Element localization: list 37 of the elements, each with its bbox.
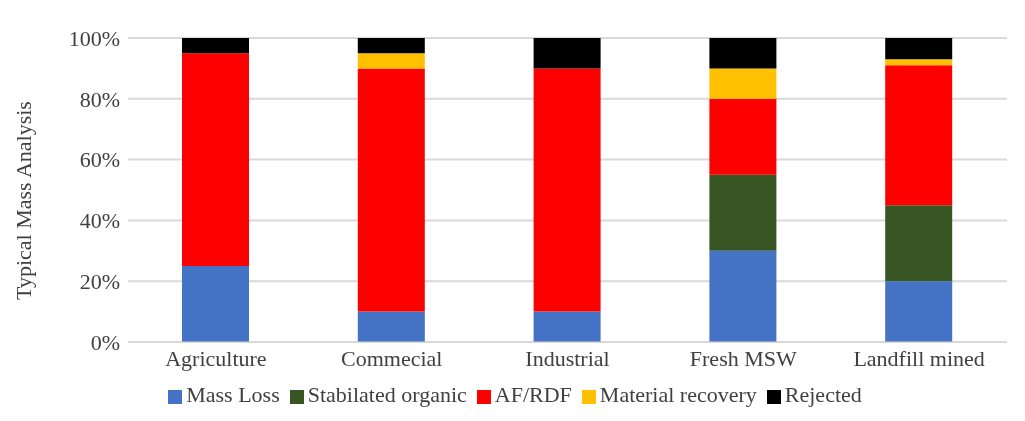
- legend-label: Material recovery: [599, 382, 757, 407]
- bar: [885, 205, 953, 282]
- bar: [182, 53, 249, 266]
- bar: [357, 311, 425, 342]
- bar: [709, 38, 777, 69]
- y-tick-label: 60%: [79, 147, 120, 173]
- y-axis-title: Typical Mass Analysis: [10, 101, 36, 300]
- bar: [885, 281, 953, 342]
- legend-label: Rejected: [784, 382, 862, 407]
- x-tick-label: Industrial: [525, 345, 610, 371]
- legend-label: Stabilated organic: [307, 382, 467, 407]
- bar: [533, 38, 601, 69]
- bar: [885, 38, 953, 60]
- bar: [357, 68, 425, 312]
- legend-label: AF/RDF: [494, 382, 572, 407]
- bar: [709, 68, 777, 99]
- x-tick-label: Agriculture: [165, 345, 267, 371]
- bar: [357, 38, 425, 54]
- y-tick-label: 20%: [79, 269, 120, 295]
- y-tick-label: 80%: [79, 86, 120, 112]
- bar: [885, 65, 953, 206]
- bar: [885, 59, 953, 66]
- x-tick-label: Landfill mined: [853, 345, 985, 371]
- bar: [533, 311, 601, 342]
- y-tick-label: 100%: [68, 25, 120, 51]
- y-tick-label: 0%: [90, 329, 120, 355]
- bar: [182, 38, 249, 54]
- y-tick-label: 40%: [79, 208, 120, 234]
- bar: [709, 250, 777, 342]
- bar: [709, 98, 777, 175]
- bar: [709, 174, 777, 251]
- x-tick-label: Commecial: [340, 345, 443, 371]
- legend-label: Mass Loss: [186, 382, 280, 407]
- bar: [182, 266, 249, 342]
- bar: [357, 53, 425, 69]
- bar: [533, 68, 601, 312]
- x-tick-label: Fresh MSW: [689, 345, 798, 371]
